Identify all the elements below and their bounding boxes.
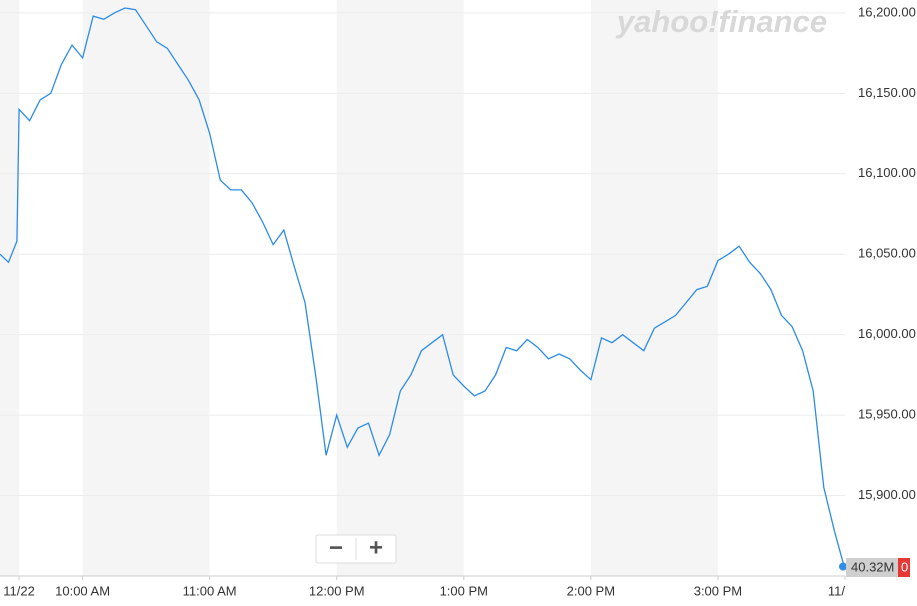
x-tick-label: 11/ (828, 583, 845, 598)
shade-band (82, 0, 210, 576)
x-tick-label: 2:00 PM (567, 583, 615, 598)
shade-band (0, 0, 20, 576)
y-tick-label: 15,900.00 (858, 487, 916, 502)
last-point (839, 562, 847, 571)
x-tick-label: 11/22 (3, 583, 35, 598)
y-tick-label: 16,100.00 (858, 165, 916, 180)
shade-band (590, 0, 718, 576)
y-tick-label: 16,200.00 (858, 4, 916, 19)
y-tick-label: 16,150.00 (858, 85, 916, 100)
price-tag-label: 0 (901, 559, 908, 574)
x-tick-label: 1:00 PM (440, 583, 488, 598)
bands (0, 0, 718, 576)
plot (0, 7, 847, 571)
y-tick-label: 15,950.00 (858, 407, 916, 422)
logo: yahoo!finance (615, 4, 827, 39)
x-tick-label: 10:00 AM (55, 583, 110, 598)
volume-label: 40.32M (851, 559, 894, 574)
price-tag (898, 558, 910, 577)
zoom-controls: − + (315, 534, 397, 564)
shade-band (336, 0, 464, 576)
x-tick-label: 3:00 PM (694, 583, 742, 598)
y-tick-label: 16,050.00 (858, 246, 916, 261)
x-tick-label: 12:00 PM (309, 583, 365, 598)
zoom-out[interactable]: − (329, 534, 343, 561)
grid (0, 12, 846, 580)
zoom-in[interactable]: + (369, 534, 383, 561)
y-tick-label: 16,000.00 (858, 326, 916, 341)
x-tick-label: 11:00 AM (183, 583, 237, 598)
volume-tag (846, 558, 898, 577)
price-line (0, 7, 846, 570)
